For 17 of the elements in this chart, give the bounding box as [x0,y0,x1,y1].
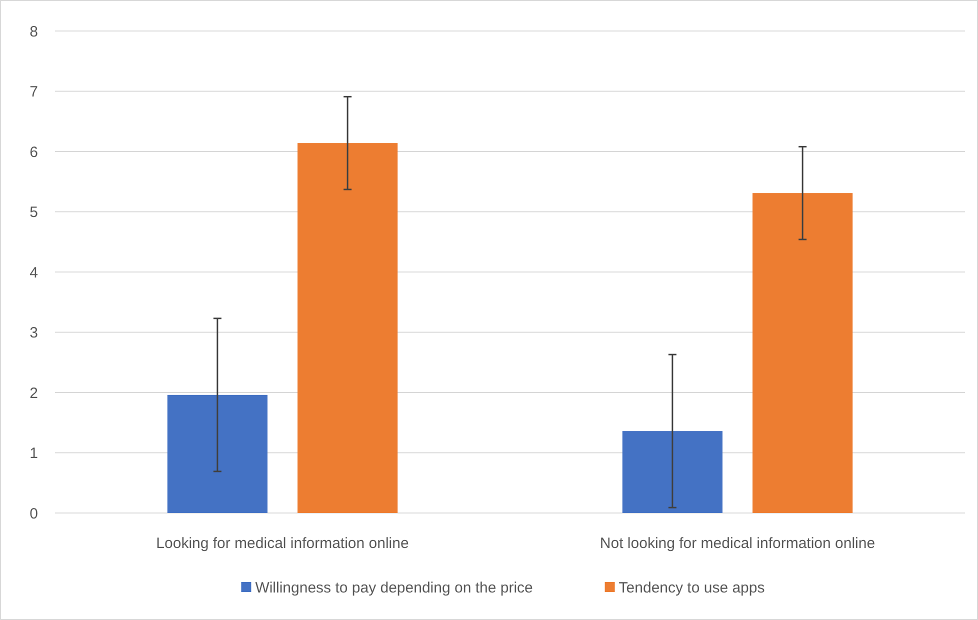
legend-label: Willingness to pay depending on the price [255,579,533,596]
legend-label: Tendency to use apps [618,579,765,596]
y-tick-label: 5 [30,204,38,221]
x-tick-label: Looking for medical information online [156,535,409,552]
x-tick-label: Not looking for medical information online [600,535,876,552]
bar [752,193,853,513]
y-tick-label: 4 [30,264,38,282]
bar [622,431,722,513]
y-tick-label: 1 [30,445,38,462]
y-tick-label: 8 [30,23,38,40]
y-tick-label: 7 [30,84,38,100]
y-tick-label: 6 [30,144,38,161]
bar [298,143,398,513]
y-tick-label: 2 [30,384,38,402]
y-tick-label: 3 [30,324,38,342]
y-tick-label: 0 [30,505,38,522]
bar [167,394,268,513]
